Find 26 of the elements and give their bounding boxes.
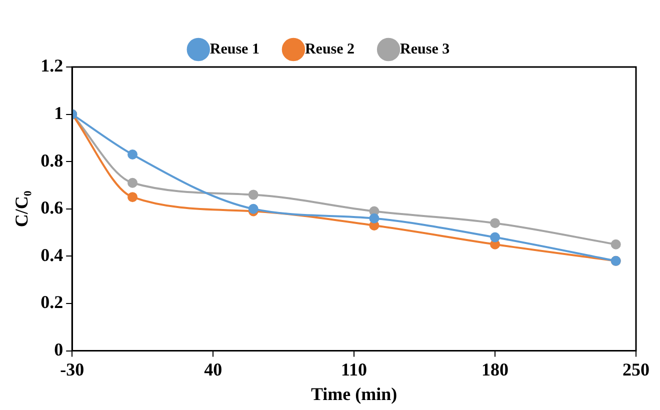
y-tick-label: 0.8 [40,150,64,170]
legend-label: Reuse 2 [304,41,355,58]
y-tick-label: 0.2 [40,292,64,312]
point [128,150,138,160]
point [248,190,258,200]
x-tick-label: 250 [622,359,650,380]
point [490,232,500,242]
y-tick-label: 1.2 [40,56,64,76]
point [490,218,500,228]
x-tick-label: -30 [60,359,84,380]
legend-label: Reuse 1 [210,41,260,58]
x-tick-label: 180 [482,359,509,380]
point [128,178,138,188]
x-tick-label: 110 [341,359,368,380]
point [248,204,258,214]
point [610,239,621,250]
y-tick-label: 0.6 [40,198,64,218]
y-tick-label: 0.4 [40,244,64,265]
x-axis-title: Time (min) [310,384,398,404]
y-tick-label: 0 [54,339,64,360]
point [369,213,380,224]
x-tick-label: 40 [204,359,222,380]
y-tick-label: 1 [54,102,64,123]
y-axis-title: C/C₀ [11,190,32,228]
legend-label: Reuse 3 [400,41,450,58]
point [128,192,138,202]
